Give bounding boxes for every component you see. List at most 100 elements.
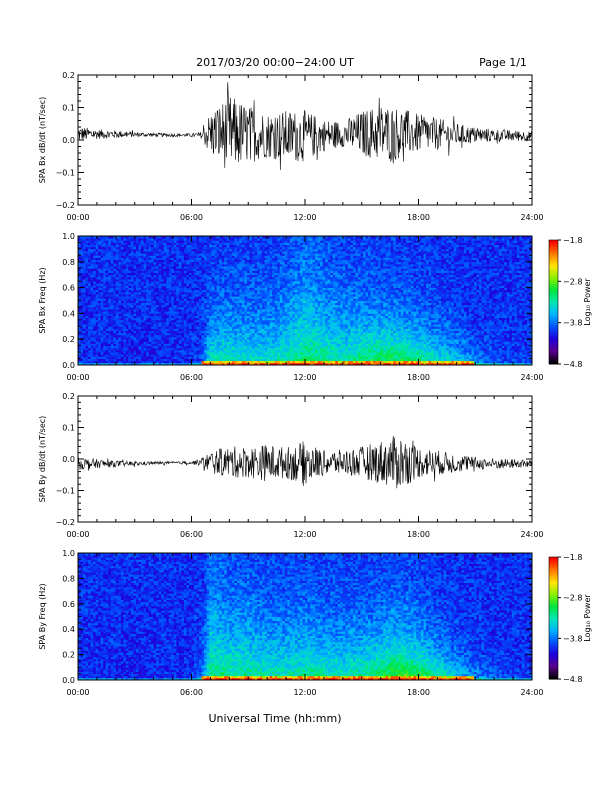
- heatmap-cell: [88, 341, 92, 344]
- heatmap-cell: [90, 309, 94, 312]
- y-axis: 0.20.10.0−0.1−0.2: [56, 71, 532, 210]
- heatmap-cell: [83, 268, 86, 271]
- heatmap-cell: [83, 248, 86, 252]
- heatmap-cell: [90, 291, 94, 295]
- heatmap-cell: [80, 289, 84, 293]
- heatmap-cell: [85, 345, 89, 349]
- heatmap-cell: [83, 263, 86, 267]
- y-tick-label: −0.1: [56, 169, 75, 178]
- heatmap-cell: [83, 324, 86, 327]
- heatmap-cell: [80, 268, 84, 271]
- heatmap-cell: [90, 306, 94, 310]
- heatmap-cell: [88, 317, 92, 321]
- heatmap-cell: [78, 347, 81, 351]
- heatmap-cell: [90, 300, 94, 304]
- heatmap-cell: [78, 294, 81, 297]
- heatmap-cell: [80, 279, 84, 282]
- heatmap-cell: [85, 296, 89, 299]
- heatmap-cell: [83, 272, 86, 276]
- heatmap-cell: [80, 304, 84, 308]
- heatmap-cell: [80, 281, 84, 284]
- heatmap-cell: [78, 339, 81, 342]
- heatmap-cell: [78, 283, 81, 286]
- heatmap-cell: [78, 322, 81, 325]
- heatmap-cell: [78, 349, 81, 353]
- heatmap-cell: [85, 279, 89, 282]
- heatmap-cell: [83, 328, 86, 331]
- heatmap-cell: [83, 345, 86, 349]
- heatmap-cell: [85, 356, 89, 359]
- heatmap-cell: [88, 261, 92, 265]
- heatmap-cell: [85, 319, 89, 323]
- heatmap-cell: [78, 272, 81, 276]
- heatmap-cell: [78, 319, 81, 323]
- heatmap-cell: [80, 248, 84, 252]
- heatmap-cell: [88, 362, 92, 366]
- heatmap-cell: [83, 339, 86, 342]
- heatmap-cell: [85, 261, 89, 265]
- heatmap-cell: [80, 298, 84, 301]
- heatmap-cell: [88, 240, 92, 243]
- heatmap-cell: [88, 334, 92, 338]
- heatmap-cell: [88, 311, 92, 314]
- heatmap-cell: [85, 283, 89, 286]
- heatmap-cell: [83, 349, 86, 353]
- heatmap-cell: [85, 341, 89, 344]
- y-tick-label: 0.2: [62, 71, 75, 80]
- heatmap-cell: [88, 270, 92, 273]
- heatmap-cell: [85, 339, 89, 342]
- heatmap-cell: [78, 298, 81, 301]
- heatmap-cell: [80, 272, 84, 276]
- heatmap-cell: [83, 302, 86, 306]
- heatmap-cell: [78, 287, 81, 291]
- heatmap-cell: [78, 352, 81, 355]
- heatmap-cell: [85, 360, 89, 364]
- heatmap-cell: [85, 352, 89, 355]
- heatmap-cell: [90, 339, 94, 342]
- heatmap-cell: [85, 354, 89, 357]
- heatmap-cell: [88, 285, 92, 288]
- heatmap-cell: [83, 242, 86, 245]
- heatmap-cell: [88, 246, 92, 250]
- heatmap-cell: [80, 283, 84, 286]
- heatmap-cell: [90, 341, 94, 344]
- heatmap-cell: [80, 347, 84, 351]
- heatmap-cell: [90, 358, 94, 362]
- heatmap-cell: [78, 255, 81, 258]
- heatmap-cell: [78, 261, 81, 265]
- heatmap-cell: [90, 343, 94, 347]
- heatmap-cell: [85, 291, 89, 295]
- heatmap-cell: [78, 257, 81, 261]
- heatmap-cell: [90, 349, 94, 353]
- heatmap-cell: [90, 287, 94, 291]
- heatmap-cell: [83, 298, 86, 301]
- heatmap-cell: [80, 345, 84, 349]
- heatmap-cell: [83, 352, 86, 355]
- heatmap-cell: [80, 324, 84, 327]
- heatmap-cell: [88, 309, 92, 312]
- heatmap-cell: [83, 257, 86, 261]
- heatmap-cell: [90, 328, 94, 331]
- heatmap-cell: [88, 343, 92, 347]
- heatmap-cell: [78, 330, 81, 334]
- heatmap-cell: [80, 294, 84, 297]
- heatmap-cell: [83, 251, 86, 254]
- heatmap-cell: [78, 302, 81, 306]
- heatmap-cell: [83, 246, 86, 250]
- x-axis: 00:00 06:00 12:00 18:00 24:00: [66, 75, 544, 222]
- heatmap-cell: [90, 279, 94, 282]
- heatmap-cell: [83, 240, 86, 243]
- heatmap-cell: [80, 274, 84, 278]
- heatmap-cell: [85, 281, 89, 284]
- heatmap-cell: [88, 294, 92, 297]
- heatmap-cell: [88, 300, 92, 304]
- heatmap-cell: [78, 268, 81, 271]
- heatmap-cell: [90, 334, 94, 338]
- heatmap-cell: [78, 337, 81, 340]
- heatmap-cell: [83, 304, 86, 308]
- chart-title: 2017/03/20 00:00−24:00 UT: [196, 56, 354, 69]
- heatmap-cell: [88, 242, 92, 245]
